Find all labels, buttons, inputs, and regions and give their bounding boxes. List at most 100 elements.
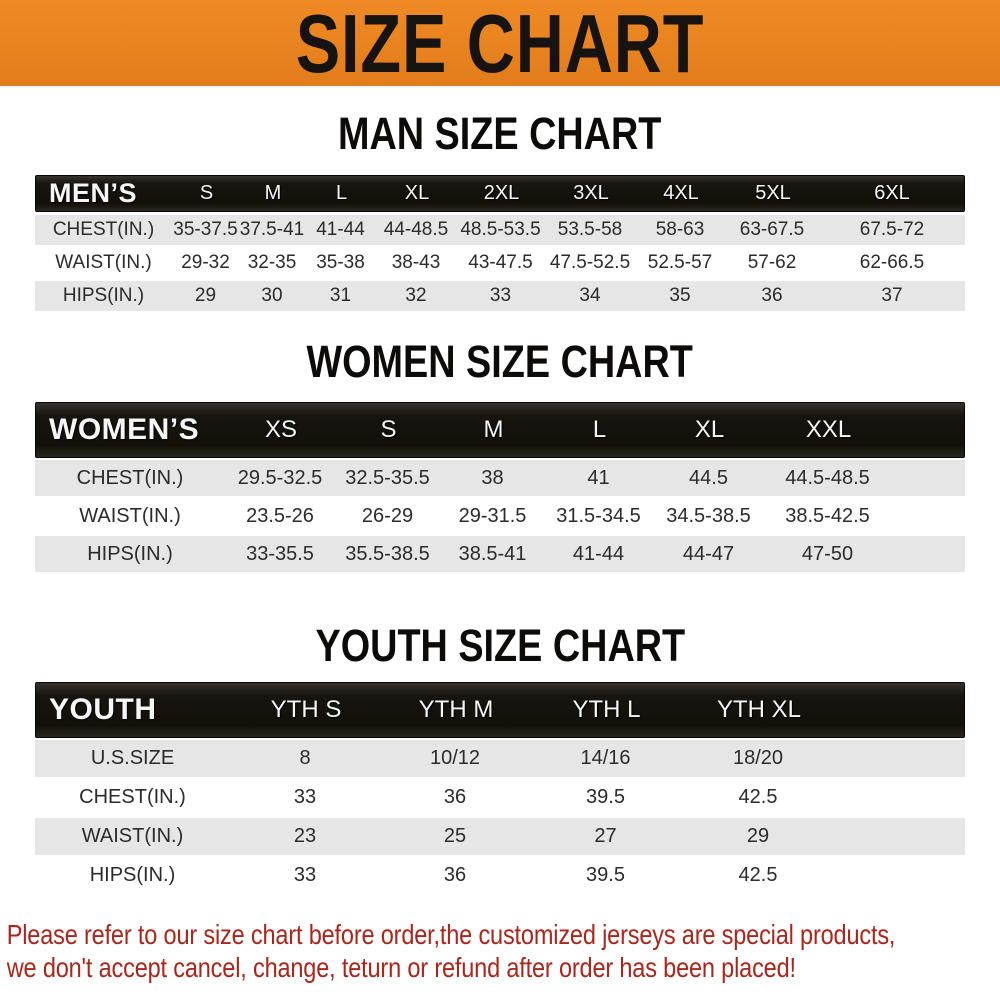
mens-size-header: 4XL (663, 182, 699, 204)
youth-section-title: YOUTH SIZE CHART (35, 620, 965, 671)
size-cell: 33 (489, 285, 512, 306)
size-cell: 47.5-52.5 (549, 252, 631, 273)
size-cell: 38.5-42.5 (785, 504, 870, 527)
size-cell: 62-66.5 (859, 252, 925, 273)
chart-content: MAN SIZE CHART MEN’S S M L XL 2XL 3XL 4X… (0, 108, 1000, 894)
size-cell: 63-67.5 (739, 219, 805, 240)
size-cell: 44-47 (682, 542, 735, 565)
mens-size-header: M (264, 182, 282, 204)
youth-section-title-text: YOUTH SIZE CHART (315, 620, 685, 671)
mens-waist-row: WAIST(IN.) 29-32 32-35 35-38 38-43 43-47… (35, 248, 965, 278)
size-cell: 35-38 (316, 252, 365, 273)
womens-corner-label: WOMEN’S (49, 413, 200, 446)
size-cell: 35-37.5 (173, 219, 238, 240)
womens-size-header: M (483, 416, 504, 443)
size-cell: 33 (293, 864, 317, 886)
youth-corner-label: YOUTH (49, 693, 157, 726)
size-cell: 39.5 (586, 786, 625, 808)
size-cell: 47-50 (801, 542, 854, 565)
womens-size-header: XL (694, 416, 725, 443)
row-label: WAIST(IN.) (55, 252, 152, 273)
mens-size-header: 2XL (483, 182, 520, 204)
size-cell: 42.5 (738, 786, 778, 808)
size-cell: 41-44 (572, 542, 625, 565)
mens-size-header: 5XL (755, 182, 791, 204)
size-cell: 35.5-38.5 (345, 542, 430, 565)
row-label: HIPS(IN.) (62, 285, 145, 306)
size-cell: 26-29 (361, 504, 414, 527)
row-label: WAIST(IN.) (81, 825, 184, 847)
mens-size-header: S (199, 182, 214, 204)
size-cell: 38 (481, 466, 504, 489)
womens-size-header: S (380, 416, 397, 443)
mens-table-header: MEN’S S M L XL 2XL 3XL 4XL 5XL 6XL (35, 175, 965, 212)
youth-size-header: YTH M (418, 696, 494, 723)
mens-size-header: 3XL (573, 182, 609, 204)
size-cell: 43-47.5 (468, 252, 533, 273)
mens-size-header: 6XL (874, 182, 910, 204)
womens-size-header: L (592, 416, 607, 443)
size-cell: 36 (761, 285, 783, 306)
size-cell: 33 (293, 786, 317, 808)
youth-ussize-row: U.S.SIZE 8 10/12 14/16 18/20 (35, 740, 965, 777)
size-cell: 53.5-58 (557, 219, 623, 240)
size-cell: 36 (443, 786, 467, 808)
row-label: WAIST(IN.) (79, 504, 181, 527)
row-label: CHEST(IN.) (79, 786, 186, 808)
size-cell: 39.5 (586, 864, 625, 886)
size-cell: 37 (881, 285, 903, 306)
row-label: U.S.SIZE (90, 747, 175, 769)
size-cell: 29 (746, 825, 770, 847)
youth-size-header: YTH L (572, 696, 641, 723)
size-cell: 23 (293, 825, 317, 847)
size-cell: 32-35 (247, 252, 297, 273)
size-cell: 38.5-41 (458, 542, 527, 565)
size-cell: 31 (329, 285, 352, 306)
size-cell: 37.5-41 (239, 219, 305, 240)
size-cell: 18/20 (732, 747, 784, 769)
size-cell: 23.5-26 (246, 504, 314, 527)
size-cell: 34 (579, 285, 601, 306)
order-policy-line-2: we don't accept cancel, change, teturn o… (6, 952, 796, 983)
size-cell: 44-48.5 (383, 219, 449, 240)
size-cell: 44.5-48.5 (785, 466, 870, 489)
womens-hips-row: HIPS(IN.) 33-35.5 35.5-38.5 38.5-41 41-4… (35, 536, 965, 572)
banner-title: SIZE CHART (295, 0, 705, 90)
man-section-title-text: MAN SIZE CHART (338, 108, 662, 159)
size-cell: 10/12 (429, 747, 481, 769)
mens-size-header: L (335, 182, 348, 204)
man-section-title: MAN SIZE CHART (35, 108, 965, 159)
size-cell: 25 (443, 825, 467, 847)
youth-size-header: YTH XL (716, 696, 802, 723)
youth-chest-row: CHEST(IN.) 33 36 39.5 42.5 (35, 779, 965, 816)
order-policy-note: Please refer to our size chart before or… (0, 918, 896, 984)
women-section-title: WOMEN SIZE CHART (35, 336, 965, 387)
size-cell: 67.5-72 (859, 219, 925, 240)
youth-waist-row: WAIST(IN.) 23 25 27 29 (35, 818, 965, 855)
size-cell: 35 (669, 285, 691, 306)
mens-corner-label: MEN’S (49, 178, 138, 208)
size-cell: 32 (405, 285, 427, 306)
womens-size-header: XS (264, 416, 297, 443)
row-label: HIPS(IN.) (87, 542, 173, 565)
size-cell: 14/16 (580, 747, 631, 769)
row-label: CHEST(IN.) (52, 219, 155, 240)
youth-hips-row: HIPS(IN.) 33 36 39.5 42.5 (35, 857, 965, 894)
size-cell: 52.5-57 (647, 252, 713, 273)
size-cell: 27 (594, 825, 617, 847)
size-cell: 41-44 (316, 219, 365, 240)
size-cell: 31.5-34.5 (556, 504, 641, 527)
mens-chest-row: CHEST(IN.) 35-37.5 37.5-41 41-44 44-48.5… (35, 215, 965, 245)
size-cell: 36 (443, 864, 467, 886)
size-cell: 29-31.5 (458, 504, 527, 527)
size-cell: 33-35.5 (246, 542, 314, 565)
size-cell: 42.5 (738, 864, 778, 886)
size-cell: 58-63 (655, 219, 705, 240)
size-cell: 29 (194, 285, 217, 306)
row-label: HIPS(IN.) (89, 864, 176, 886)
mens-size-header: XL (404, 182, 430, 204)
size-cell: 29.5-32.5 (237, 466, 323, 489)
order-policy-line-1: Please refer to our size chart before or… (6, 919, 896, 950)
size-cell: 32.5-35.5 (345, 466, 430, 489)
size-cell: 38-43 (391, 252, 441, 273)
